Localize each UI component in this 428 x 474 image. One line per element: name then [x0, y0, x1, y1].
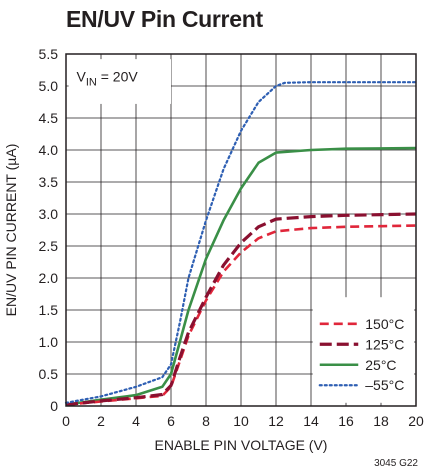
- x-tick-label: 2: [97, 413, 105, 429]
- x-tick-label: 0: [62, 413, 70, 429]
- x-tick-label: 14: [303, 413, 319, 429]
- legend-label: 125°C: [365, 336, 404, 352]
- x-tick-label: 6: [167, 413, 175, 429]
- series-line-2: [65, 146, 417, 406]
- x-tick-label: 10: [233, 413, 249, 429]
- x-tick-label: 16: [338, 413, 354, 429]
- annotation-text: VIN = 20V: [77, 69, 139, 89]
- legend-label: 25°C: [365, 357, 396, 373]
- y-tick-label: 5.0: [39, 78, 59, 94]
- y-tick-label: 4.0: [39, 142, 59, 158]
- x-tick-label: 20: [408, 413, 424, 429]
- y-axis-label: EN/UV PIN CURRENT (µA): [3, 144, 19, 317]
- y-tick-label: 2.0: [39, 270, 59, 286]
- figure-id: 3045 G22: [374, 458, 418, 469]
- x-tick-labels: 0 2 4 6 8 10 12 14 16 18 20: [62, 413, 424, 429]
- y-tick-label: 1.0: [39, 334, 59, 350]
- chart-title: EN/UV Pin Current: [66, 6, 263, 32]
- x-axis-label: ENABLE PIN VOLTAGE (V): [155, 437, 328, 453]
- y-tick-label: 0.5: [39, 366, 59, 382]
- y-tick-labels: 0 0.5 1.0 1.5 2.0 2.5 3.0 3.5 4.0 4.5 5.0 5.5: [39, 46, 59, 414]
- vin-annotation: VIN = 20V: [68, 59, 171, 104]
- y-tick-label: 3.5: [39, 174, 59, 190]
- y-tick-label: 3.0: [39, 206, 59, 222]
- annotation-prefix: V: [77, 69, 87, 85]
- series-line-3: [64, 81, 418, 404]
- annotation-suffix: = 20V: [97, 69, 139, 85]
- x-tick-label: 12: [268, 413, 284, 429]
- y-tick-label: 2.5: [39, 238, 59, 254]
- y-tick-label: 4.5: [39, 110, 59, 126]
- series-line-0: [65, 224, 417, 406]
- x-tick-label: 8: [202, 413, 210, 429]
- legend: 150°C 125°C 25°C –55°C: [312, 297, 414, 403]
- legend-label: –55°C: [365, 377, 404, 393]
- y-tick-label: 5.5: [39, 46, 59, 62]
- x-tick-label: 4: [132, 413, 140, 429]
- x-tick-label: 18: [373, 413, 389, 429]
- plot-frame: [65, 53, 417, 407]
- series-layer: [64, 81, 418, 407]
- annotation-background: [68, 59, 171, 104]
- annotation-subscript: IN: [86, 77, 97, 89]
- legend-label: 150°C: [365, 316, 404, 332]
- y-tick-label: 0: [50, 398, 58, 414]
- series-line-1: [65, 212, 417, 407]
- y-tick-label: 1.5: [39, 302, 59, 318]
